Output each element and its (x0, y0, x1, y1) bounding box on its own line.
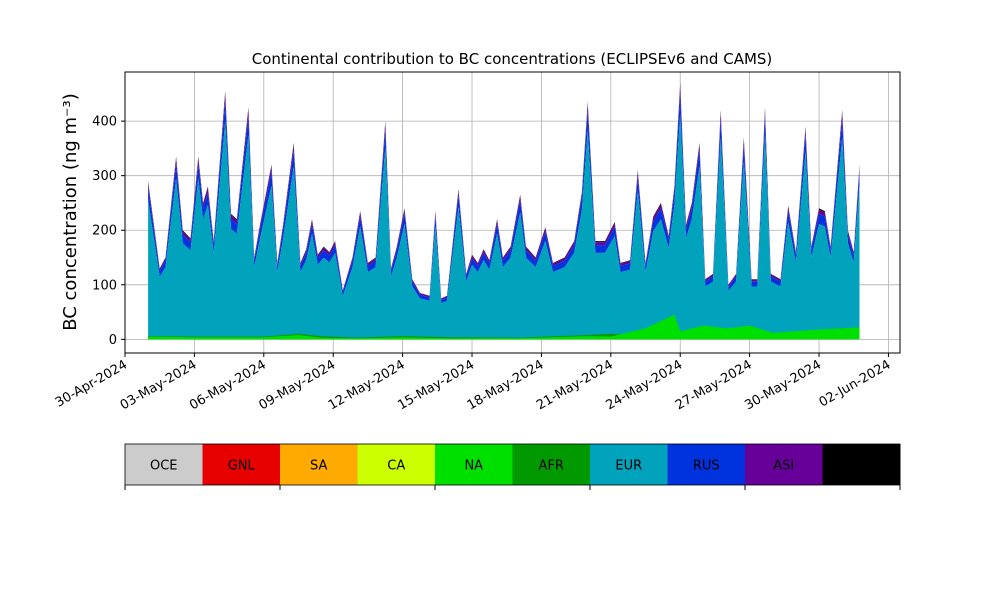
legend-label-oce: OCE (150, 459, 178, 474)
x-tick-label: 21-May-2024 (534, 357, 616, 413)
legend-swatch-sa (280, 444, 358, 485)
y-tick-label: 100 (92, 278, 117, 293)
y-tick-label: 200 (92, 224, 117, 239)
x-tick-label: 09-May-2024 (257, 357, 339, 413)
legend-label-eur: EUR (615, 459, 642, 474)
x-tick-label: 02-Jun-2024 (817, 357, 894, 410)
legend-label-sa: SA (310, 459, 327, 474)
area-rus (148, 93, 860, 304)
legend-swatch-asi (745, 444, 823, 485)
y-tick-label: 400 (92, 115, 117, 130)
legend-label-aus: AUS (848, 459, 875, 474)
legend-swatch-oce (125, 444, 203, 485)
legend-swatch-na (435, 444, 513, 485)
x-tick-label: 30-May-2024 (742, 357, 824, 413)
legend-label-na: NA (464, 459, 483, 474)
legend-label-gnl: GNL (228, 459, 256, 474)
area-na (148, 314, 860, 340)
x-tick-label: 15-May-2024 (395, 357, 477, 413)
legend-label-afr: AFR (539, 459, 564, 474)
legend-label-rus: RUS (693, 459, 720, 474)
legend-swatch-ca (357, 444, 436, 485)
area-eur (148, 113, 860, 340)
x-tick-label: 12-May-2024 (326, 357, 408, 413)
x-tick-label: 03-May-2024 (118, 357, 200, 413)
plot-frame (124, 71, 901, 354)
x-tick-label: 27-May-2024 (673, 357, 755, 413)
stacked-areas (148, 82, 860, 340)
legend-swatch-rus (667, 444, 746, 485)
colorbar-legend: OCE GNL SA CA NA AFR EUR RUS ASI AUS (124, 443, 901, 490)
y-axis-label-text: BC concentration (ng m⁻³) (60, 93, 81, 331)
x-tick-label: 06-May-2024 (187, 357, 269, 413)
y-tick-label: 300 (92, 169, 117, 184)
legend-frame (124, 443, 901, 486)
y-axis-label: BC concentration (ng m⁻³) (60, 93, 81, 331)
legend-swatch-eur (590, 444, 668, 485)
legend-swatch-aus (822, 444, 901, 485)
x-tick-label: 18-May-2024 (465, 357, 547, 413)
chart-title: Continental contribution to BC concentra… (252, 50, 773, 68)
legend-swatch-afr (512, 444, 591, 485)
legend-label-ca: CA (387, 459, 405, 474)
legend-label-asi: ASI (773, 459, 794, 474)
x-tick-label: 24-May-2024 (604, 357, 686, 413)
legend-swatch-gnl (202, 444, 281, 485)
area-asi (148, 85, 860, 301)
y-tick-label: 0 (109, 333, 117, 348)
